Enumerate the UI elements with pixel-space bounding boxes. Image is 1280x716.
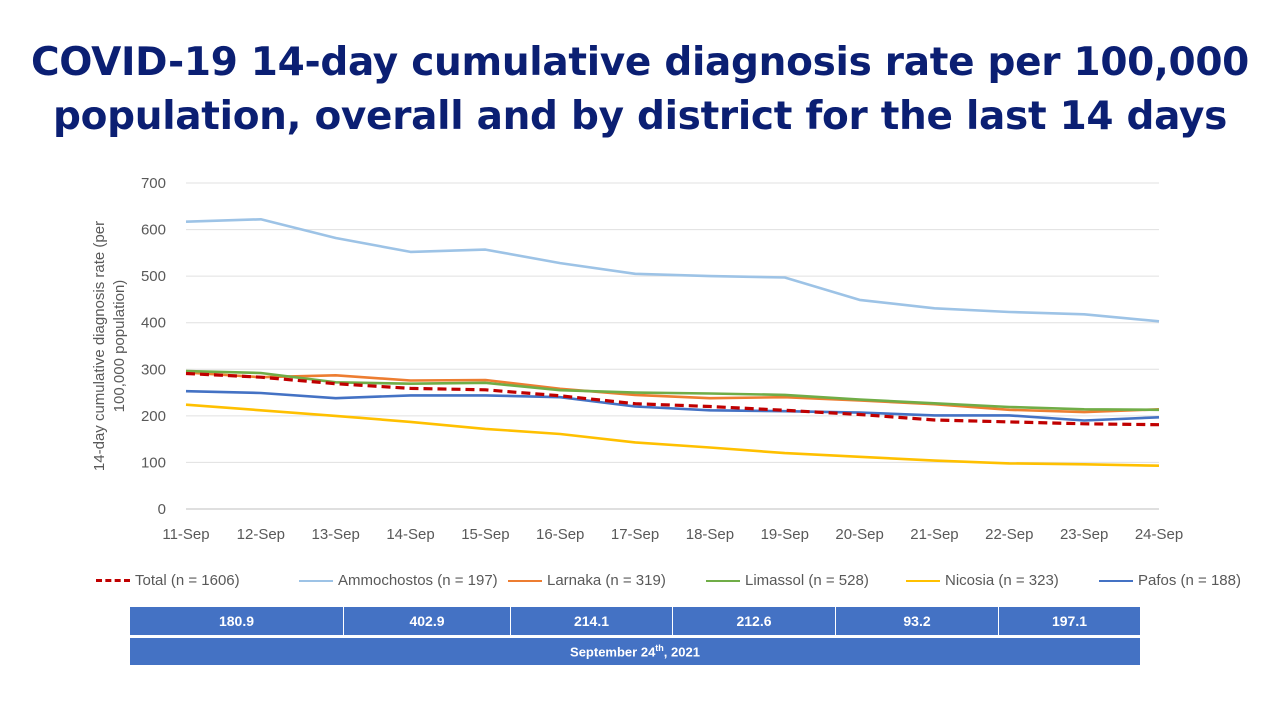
legend-label: Pafos (n = 188) [1138,572,1241,589]
legend-item: Larnaka (n = 319) [508,572,666,589]
legend-label: Ammochostos (n = 197) [338,572,498,589]
gridlines [186,182,1159,510]
summary-value-cell: 402.9 [344,607,511,635]
chart-title-line-1: COVID-19 14-day cumulative diagnosis rat… [30,40,1250,85]
y-tick-label: 0 [158,501,166,518]
y-tick-label: 700 [141,175,166,192]
legend-swatch [299,579,333,582]
summary-date-row: September 24th, 2021 [130,638,1140,665]
y-tick-label: 300 [141,361,166,378]
summary-value-cell: 197.1 [999,607,1140,635]
legend-swatch [508,579,542,582]
legend-item: Pafos (n = 188) [1099,572,1241,589]
y-tick-label: 200 [141,408,166,425]
y-tick-label: 600 [141,222,166,239]
legend-swatch [706,579,740,582]
summary-value-cell: 212.6 [673,607,836,635]
series-line-2 [185,369,1160,412]
y-tick-label: 100 [141,454,166,471]
series-lines [185,218,1160,467]
y-tick-label: 400 [141,315,166,332]
y-axis-ticks: 0 100 200 300 400 500 600 700 [141,175,166,518]
x-tick-label: 13-Sep [312,526,360,543]
legend-swatch [1099,579,1133,582]
date-label: September 24th, 2021 [570,643,700,660]
x-tick-label: 22-Sep [985,526,1033,543]
x-tick-label: 17-Sep [611,526,659,543]
series-line-4 [185,389,1160,422]
series-line-3 [185,403,1160,467]
legend-item: Nicosia (n = 323) [906,572,1059,589]
y-axis-label-line-2: 100,000 population) [111,280,128,413]
legend-swatch [96,579,130,582]
legend-label: Larnaka (n = 319) [547,572,666,589]
series-line-1 [185,371,1160,414]
x-tick-label: 12-Sep [237,526,285,543]
series-line-5 [185,371,1160,427]
legend-label: Total (n = 1606) [135,572,240,589]
summary-value-cell: 180.9 [130,607,344,635]
summary-value-cell: 214.1 [511,607,673,635]
chart-title: COVID-19 14-day cumulative diagnosis rat… [0,36,1280,144]
x-tick-label: 11-Sep [162,526,209,543]
y-axis-label-line-1: 14-day cumulative diagnosis rate (per [91,221,108,471]
chart-legend: Total (n = 1606) Ammochostos (n = 197) Lar… [96,572,1241,596]
x-axis-ticks: 11-Sep 12-Sep 13-Sep 14-Sep 15-Sep 16-Sep 17-S… [162,526,1183,543]
summary-value-cell: 93.2 [836,607,999,635]
legend-item: Total (n = 1606) [96,572,240,589]
x-tick-label: 24-Sep [1135,526,1183,543]
x-tick-label: 16-Sep [536,526,584,543]
series-line-0 [185,218,1160,323]
x-tick-label: 15-Sep [461,526,509,543]
legend-item: Ammochostos (n = 197) [299,572,498,589]
x-tick-label: 18-Sep [686,526,734,543]
x-tick-label: 14-Sep [386,526,434,543]
x-tick-label: 19-Sep [761,526,809,543]
chart-title-line-2: population, overall and by district for … [53,94,1227,139]
legend-label: Nicosia (n = 323) [945,572,1059,589]
x-tick-label: 20-Sep [835,526,883,543]
summary-table: 180.9 402.9 214.1 212.6 93.2 197.1 September … [130,607,1140,665]
y-tick-label: 500 [141,268,166,285]
legend-item: Limassol (n = 528) [706,572,869,589]
summary-values-row: 180.9 402.9 214.1 212.6 93.2 197.1 [130,607,1140,635]
legend-label: Limassol (n = 528) [745,572,869,589]
x-tick-label: 23-Sep [1060,526,1108,543]
legend-swatch [906,579,940,582]
x-tick-label: 21-Sep [910,526,958,543]
